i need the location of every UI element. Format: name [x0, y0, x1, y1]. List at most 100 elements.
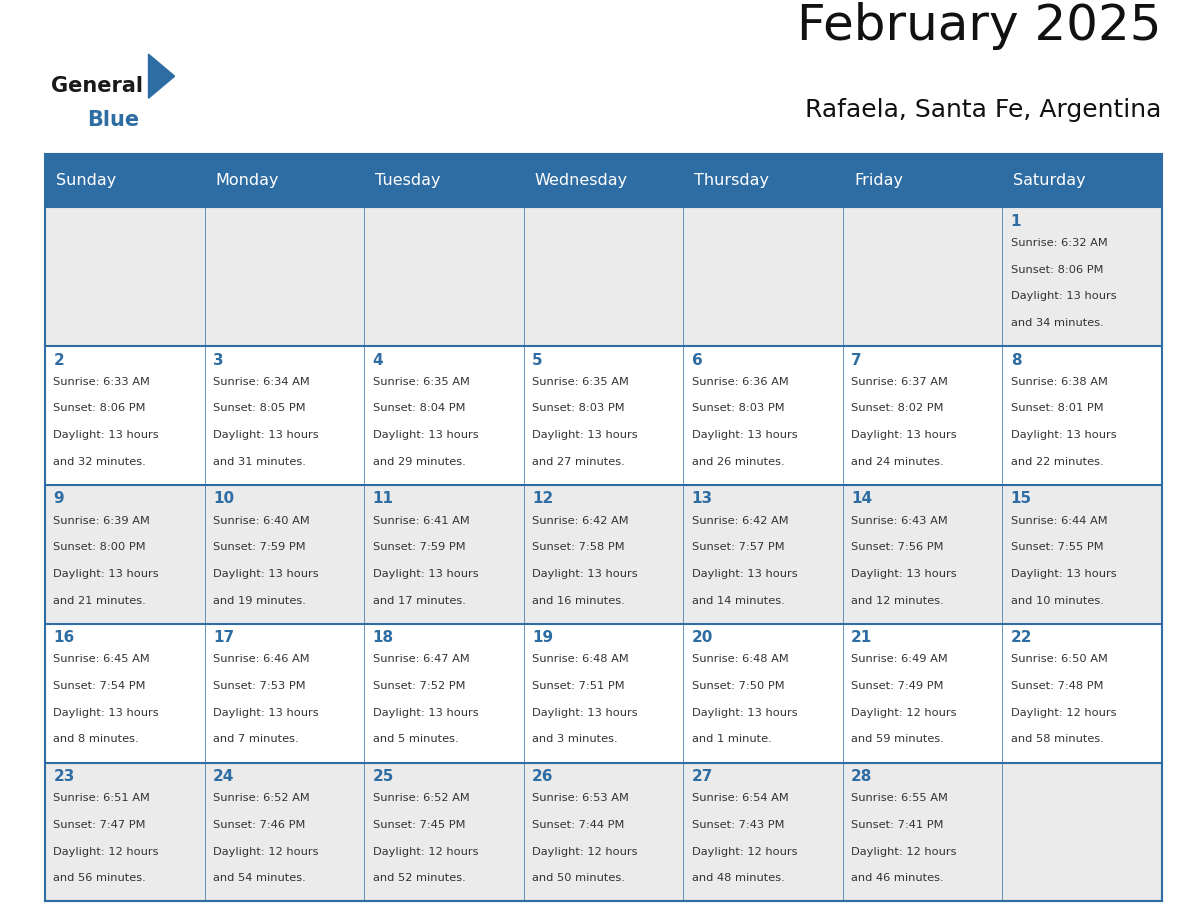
Text: Sunset: 7:55 PM: Sunset: 7:55 PM	[1011, 543, 1104, 553]
Text: Tuesday: Tuesday	[375, 174, 441, 188]
Text: Sunrise: 6:37 AM: Sunrise: 6:37 AM	[851, 376, 948, 386]
Bar	[365, 207, 524, 346]
Text: Sunrise: 6:35 AM: Sunrise: 6:35 AM	[532, 376, 628, 386]
Text: Daylight: 13 hours: Daylight: 13 hours	[532, 708, 638, 718]
Text: 9: 9	[53, 491, 64, 507]
Text: 17: 17	[213, 631, 234, 645]
Text: and 14 minutes.: and 14 minutes.	[691, 596, 784, 606]
Text: Daylight: 12 hours: Daylight: 12 hours	[1011, 708, 1117, 718]
Text: Rafaela, Santa Fe, Argentina: Rafaela, Santa Fe, Argentina	[805, 98, 1162, 122]
Bar	[45, 485, 204, 624]
Text: Daylight: 12 hours: Daylight: 12 hours	[851, 708, 956, 718]
Text: Sunrise: 6:42 AM: Sunrise: 6:42 AM	[691, 516, 788, 525]
Text: Sunrise: 6:55 AM: Sunrise: 6:55 AM	[851, 793, 948, 803]
Text: Sunset: 7:49 PM: Sunset: 7:49 PM	[851, 681, 943, 691]
Text: 24: 24	[213, 769, 234, 784]
Text: and 12 minutes.: and 12 minutes.	[851, 596, 944, 606]
Bar	[45, 346, 204, 485]
Text: and 54 minutes.: and 54 minutes.	[213, 873, 305, 883]
Text: Sunset: 7:58 PM: Sunset: 7:58 PM	[532, 543, 625, 553]
Text: Daylight: 13 hours: Daylight: 13 hours	[532, 431, 638, 440]
Bar	[683, 763, 842, 901]
Text: Sunrise: 6:54 AM: Sunrise: 6:54 AM	[691, 793, 789, 803]
Text: Friday: Friday	[854, 174, 903, 188]
Text: 4: 4	[373, 353, 384, 368]
Bar	[842, 485, 1003, 624]
Text: and 34 minutes.: and 34 minutes.	[1011, 318, 1104, 328]
Text: 21: 21	[851, 631, 872, 645]
Text: February 2025: February 2025	[797, 3, 1162, 50]
Text: 10: 10	[213, 491, 234, 507]
Text: Sunrise: 6:38 AM: Sunrise: 6:38 AM	[1011, 376, 1107, 386]
Text: 25: 25	[373, 769, 394, 784]
Bar	[842, 207, 1003, 346]
Text: Sunset: 7:57 PM: Sunset: 7:57 PM	[691, 543, 784, 553]
Text: Sunrise: 6:34 AM: Sunrise: 6:34 AM	[213, 376, 310, 386]
Text: 6: 6	[691, 353, 702, 368]
Text: and 56 minutes.: and 56 minutes.	[53, 873, 146, 883]
Text: 23: 23	[53, 769, 75, 784]
Bar	[45, 207, 204, 346]
Text: Sunrise: 6:40 AM: Sunrise: 6:40 AM	[213, 516, 310, 525]
Text: 7: 7	[851, 353, 861, 368]
Text: Sunset: 7:53 PM: Sunset: 7:53 PM	[213, 681, 305, 691]
Bar	[204, 207, 365, 346]
Text: Sunset: 7:43 PM: Sunset: 7:43 PM	[691, 820, 784, 830]
Text: 20: 20	[691, 631, 713, 645]
Text: Sunrise: 6:36 AM: Sunrise: 6:36 AM	[691, 376, 789, 386]
Text: Daylight: 13 hours: Daylight: 13 hours	[691, 569, 797, 579]
Text: Blue: Blue	[87, 110, 139, 130]
Text: Sunrise: 6:50 AM: Sunrise: 6:50 AM	[1011, 655, 1107, 665]
Text: Daylight: 13 hours: Daylight: 13 hours	[373, 708, 478, 718]
Text: Saturday: Saturday	[1013, 174, 1086, 188]
Text: Sunrise: 6:48 AM: Sunrise: 6:48 AM	[691, 655, 789, 665]
Text: 16: 16	[53, 631, 75, 645]
Text: 8: 8	[1011, 353, 1022, 368]
Bar	[683, 624, 842, 763]
Text: and 22 minutes.: and 22 minutes.	[1011, 457, 1104, 466]
Bar	[524, 763, 683, 901]
Text: Daylight: 13 hours: Daylight: 13 hours	[53, 708, 159, 718]
Text: Sunrise: 6:52 AM: Sunrise: 6:52 AM	[213, 793, 310, 803]
Bar	[204, 346, 365, 485]
Bar	[842, 763, 1003, 901]
Bar	[45, 763, 204, 901]
Text: Daylight: 13 hours: Daylight: 13 hours	[851, 431, 956, 440]
Text: and 7 minutes.: and 7 minutes.	[213, 734, 298, 744]
Text: Sunrise: 6:48 AM: Sunrise: 6:48 AM	[532, 655, 628, 665]
Text: Sunset: 8:02 PM: Sunset: 8:02 PM	[851, 403, 943, 413]
Text: Sunset: 7:41 PM: Sunset: 7:41 PM	[851, 820, 943, 830]
Text: General: General	[51, 76, 143, 96]
Text: and 21 minutes.: and 21 minutes.	[53, 596, 146, 606]
Bar	[45, 624, 204, 763]
Text: Daylight: 13 hours: Daylight: 13 hours	[1011, 431, 1117, 440]
Text: Daylight: 13 hours: Daylight: 13 hours	[691, 708, 797, 718]
Text: and 32 minutes.: and 32 minutes.	[53, 457, 146, 466]
Bar	[365, 624, 524, 763]
Text: and 16 minutes.: and 16 minutes.	[532, 596, 625, 606]
Text: Sunrise: 6:49 AM: Sunrise: 6:49 AM	[851, 655, 948, 665]
Text: 13: 13	[691, 491, 713, 507]
Text: and 8 minutes.: and 8 minutes.	[53, 734, 139, 744]
Bar	[45, 154, 1162, 207]
Text: and 27 minutes.: and 27 minutes.	[532, 457, 625, 466]
Text: Sunset: 8:03 PM: Sunset: 8:03 PM	[691, 403, 784, 413]
Text: and 48 minutes.: and 48 minutes.	[691, 873, 784, 883]
Text: and 19 minutes.: and 19 minutes.	[213, 596, 305, 606]
Text: and 17 minutes.: and 17 minutes.	[373, 596, 466, 606]
Text: Thursday: Thursday	[695, 174, 770, 188]
Bar	[204, 763, 365, 901]
Text: Sunset: 8:04 PM: Sunset: 8:04 PM	[373, 403, 465, 413]
Text: 28: 28	[851, 769, 872, 784]
Bar	[524, 346, 683, 485]
Bar	[1003, 763, 1162, 901]
Text: 18: 18	[373, 631, 393, 645]
Text: Sunrise: 6:39 AM: Sunrise: 6:39 AM	[53, 516, 151, 525]
Text: and 50 minutes.: and 50 minutes.	[532, 873, 625, 883]
Text: 22: 22	[1011, 631, 1032, 645]
Text: 1: 1	[1011, 214, 1022, 229]
Text: Sunrise: 6:46 AM: Sunrise: 6:46 AM	[213, 655, 310, 665]
Text: Sunset: 7:52 PM: Sunset: 7:52 PM	[373, 681, 465, 691]
Text: 15: 15	[1011, 491, 1031, 507]
Text: Sunrise: 6:51 AM: Sunrise: 6:51 AM	[53, 793, 151, 803]
